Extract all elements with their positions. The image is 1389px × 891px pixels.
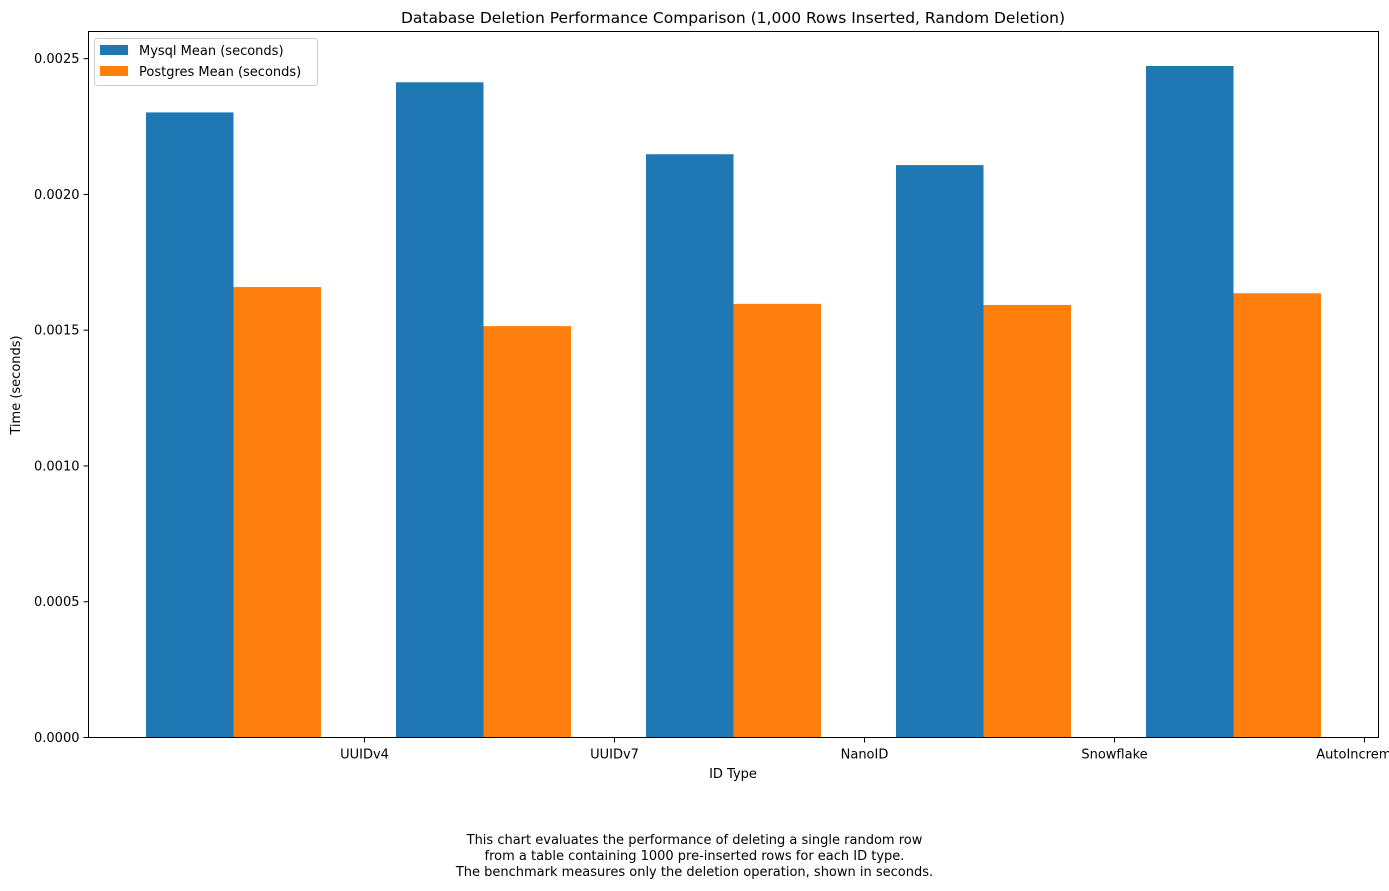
legend-frame xyxy=(94,38,318,86)
legend-swatch xyxy=(100,66,128,76)
bar-mysql-uuidv7 xyxy=(396,82,484,738)
chart-caption: This chart evaluates the performance of … xyxy=(0,833,1389,881)
y-tick-label: 0.0025 xyxy=(34,52,80,67)
x-tick-label: AutoIncrement xyxy=(1316,748,1389,763)
x-axis: UUIDv4 UUIDv7 NanoID Snowflake AutoIncrement xyxy=(340,737,1389,763)
bar-postgres-autoincrement xyxy=(1233,293,1321,738)
y-tick-label: 0.0010 xyxy=(34,459,80,474)
caption-line: This chart evaluates the performance of … xyxy=(466,833,923,848)
legend-label: Mysql Mean (seconds) xyxy=(139,44,284,59)
bar-postgres-nanoid xyxy=(733,303,821,738)
y-tick-label: 0.0020 xyxy=(34,188,80,203)
chart-title: Database Deletion Performance Comparison… xyxy=(401,9,1065,27)
legend-swatch xyxy=(100,45,128,55)
caption-line: from a table containing 1000 pre-inserte… xyxy=(484,849,905,864)
caption-line: The benchmark measures only the deletion… xyxy=(455,865,934,880)
y-axis-label: Time (seconds) xyxy=(9,335,24,435)
legend: Mysql Mean (seconds) Postgres Mean (secon… xyxy=(94,38,318,86)
bar-mysql-snowflake xyxy=(896,165,984,738)
bars-group xyxy=(146,65,1321,738)
x-tick-label: UUIDv4 xyxy=(340,748,389,763)
axes-frame xyxy=(88,31,1379,738)
x-axis-label: ID Type xyxy=(709,767,757,782)
legend-label: Postgres Mean (seconds) xyxy=(139,65,301,80)
bar-mysql-nanoid xyxy=(646,154,734,738)
x-tick-label: UUIDv7 xyxy=(590,748,639,763)
x-tick-label: Snowflake xyxy=(1081,748,1147,763)
bar-postgres-uuidv4 xyxy=(233,287,321,738)
bar-postgres-snowflake xyxy=(983,304,1071,738)
y-tick-label: 0.0005 xyxy=(34,595,80,610)
y-tick-label: 0.0015 xyxy=(34,324,80,339)
y-tick-label: 0.0000 xyxy=(34,731,80,746)
y-axis: 0.0000 0.0005 0.0010 0.0015 0.0020 0.0025 xyxy=(34,52,89,746)
bar-mysql-autoincrement xyxy=(1146,65,1234,738)
bar-mysql-uuidv4 xyxy=(146,112,234,738)
bar-postgres-uuidv7 xyxy=(483,326,571,738)
x-tick-label: NanoID xyxy=(841,748,889,763)
